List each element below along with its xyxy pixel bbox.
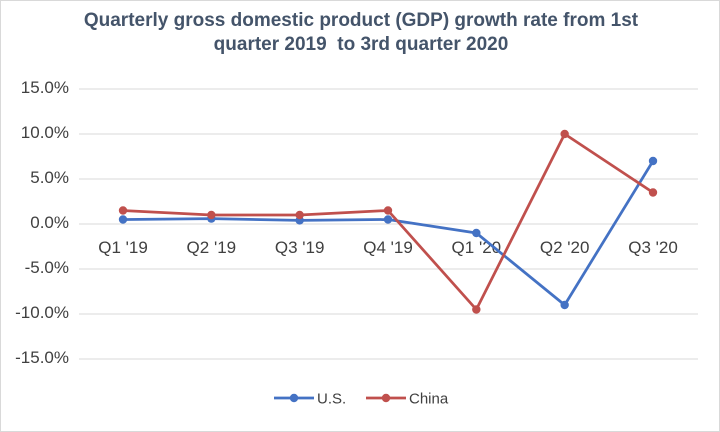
svg-text:Q4 '19: Q4 '19 bbox=[363, 238, 413, 257]
svg-text:-15.0%: -15.0% bbox=[15, 348, 69, 367]
svg-text:Q3 '20: Q3 '20 bbox=[628, 238, 678, 257]
svg-text:Q2 '20: Q2 '20 bbox=[540, 238, 590, 257]
svg-text:0.0%: 0.0% bbox=[30, 213, 69, 232]
svg-text:Q2 '19: Q2 '19 bbox=[187, 238, 237, 257]
svg-text:-5.0%: -5.0% bbox=[25, 258, 69, 277]
svg-text:Q3 '19: Q3 '19 bbox=[275, 238, 325, 257]
svg-text:China: China bbox=[409, 391, 449, 408]
svg-text:-10.0%: -10.0% bbox=[15, 303, 69, 322]
svg-text:U.S.: U.S. bbox=[317, 391, 346, 408]
svg-text:5.0%: 5.0% bbox=[30, 168, 69, 187]
svg-text:15.0%: 15.0% bbox=[21, 78, 69, 97]
svg-text:10.0%: 10.0% bbox=[21, 123, 69, 142]
svg-text:Q1 '19: Q1 '19 bbox=[98, 238, 148, 257]
